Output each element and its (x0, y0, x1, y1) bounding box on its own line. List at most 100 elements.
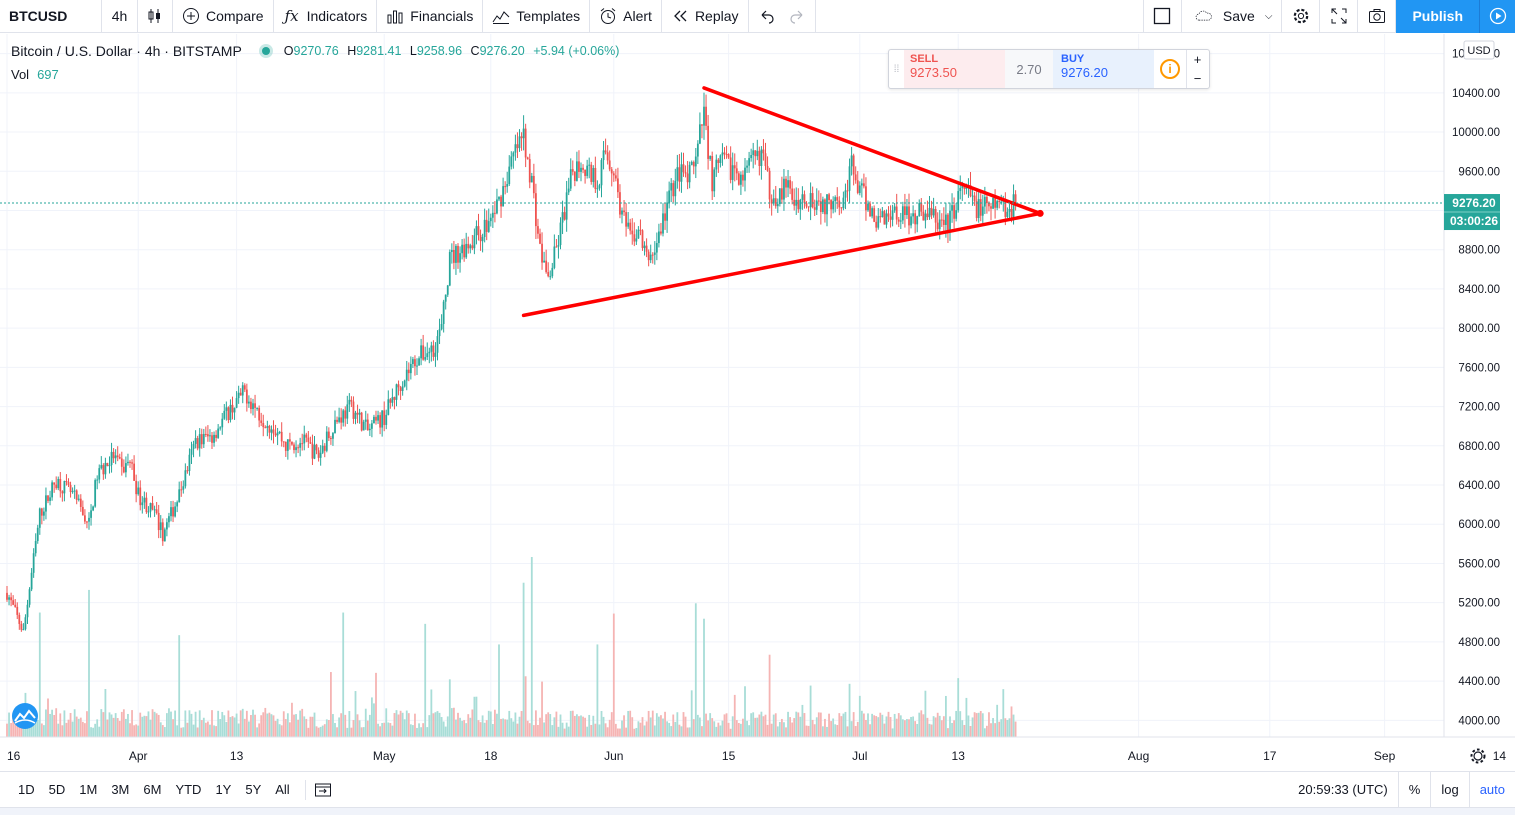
go-to-date-button[interactable] (314, 781, 332, 799)
price-tick-label: 6000.00 (1458, 519, 1500, 531)
volume-bar (742, 718, 744, 737)
candle-body (262, 422, 265, 428)
volume-bar (770, 723, 773, 737)
candle-body (264, 427, 267, 429)
financials-label: Financials (410, 8, 474, 24)
utc-clock[interactable]: 20:59:33 (UTC) (1298, 782, 1388, 797)
volume-bar (459, 717, 461, 737)
volume-bar (194, 711, 197, 737)
candle-body (268, 425, 271, 433)
fullscreen-button[interactable] (1320, 0, 1359, 33)
templates-button[interactable]: Templates (483, 0, 591, 33)
candle-body (211, 435, 213, 443)
candle-body (760, 149, 763, 166)
range-1m[interactable]: 1M (79, 782, 98, 797)
range-5y[interactable]: 5Y (245, 782, 262, 797)
volume-bar (344, 714, 347, 737)
volume-bar (315, 726, 318, 737)
volume-bar (625, 727, 627, 737)
candle-body (865, 186, 867, 211)
save-button[interactable]: Save ⌵ (1182, 0, 1283, 33)
volume-bar (879, 712, 882, 737)
range-1d[interactable]: 1D (18, 782, 35, 797)
candle-body (625, 212, 627, 227)
candle-body (461, 244, 463, 254)
candle-body (213, 434, 215, 443)
decrease-button[interactable]: − (1193, 71, 1202, 86)
log-scale-toggle[interactable]: log (1430, 771, 1468, 808)
time-tick-label: 17 (1263, 749, 1277, 763)
volume-bar (832, 718, 835, 737)
sell-button[interactable]: SELL 9273.50 (904, 50, 1005, 88)
candle-body (381, 410, 384, 428)
volume-bar (120, 711, 123, 737)
volume-bar (149, 719, 152, 737)
range-6m[interactable]: 6M (143, 782, 162, 797)
volume-bar (647, 710, 650, 737)
time-axis[interactable]: 16 Apr 13 May 18 Jun 15 Jul 13 Aug 17 Sep 14 (7, 749, 1506, 763)
range-ytd[interactable]: YTD (175, 782, 202, 797)
candle-body (163, 529, 166, 542)
time-axis-settings-icon[interactable] (1470, 748, 1486, 764)
candle-body (190, 448, 193, 455)
compare-button[interactable]: Compare (173, 0, 274, 33)
volume-bar (932, 716, 935, 737)
range-5d[interactable]: 5D (48, 782, 66, 797)
alert-button[interactable]: Alert (590, 0, 662, 33)
drag-handle-icon[interactable]: ⁞⁞ (893, 63, 900, 75)
candle-body (606, 152, 609, 161)
increase-button[interactable]: + (1193, 52, 1202, 67)
candle-body (731, 165, 734, 180)
buy-button[interactable]: BUY 9276.20 (1053, 50, 1154, 88)
price-chart[interactable]: 10800.0010400.0010000.009600.009200.0088… (0, 34, 1515, 770)
volume-bar (168, 708, 170, 737)
series-title[interactable]: Bitcoin / U.S. Dollar · 4h · BITSTAMP (11, 43, 242, 59)
volume-bar (986, 725, 988, 737)
candle-body (754, 150, 757, 157)
candle-body (375, 416, 377, 421)
snapshot-button[interactable] (1358, 0, 1397, 33)
volume-bar (342, 612, 345, 737)
candle-body (996, 200, 999, 208)
interval-button[interactable]: 4h (102, 0, 138, 33)
percent-scale-toggle[interactable]: % (1397, 771, 1431, 808)
symbol-search-button[interactable]: BTCUSD (0, 0, 102, 33)
undo-button[interactable] (749, 0, 782, 33)
chart-type-button[interactable] (138, 0, 173, 33)
volume-bar (305, 718, 308, 737)
volume-bar (270, 714, 273, 737)
redo-button[interactable] (782, 0, 816, 33)
range-all[interactable]: All (275, 782, 290, 797)
candle-body (889, 216, 892, 220)
range-3m[interactable]: 3M (111, 782, 130, 797)
layout-select-button[interactable] (1144, 0, 1182, 33)
volume-bar (252, 709, 254, 737)
volume-bar (893, 713, 896, 737)
candle-body (379, 415, 381, 428)
grid (0, 34, 1500, 737)
series-legend[interactable]: Bitcoin / U.S. Dollar · 4h · BITSTAMP O9… (11, 43, 624, 59)
triangle-drawing[interactable] (521, 86, 1044, 318)
candle-body (899, 220, 902, 222)
volume-legend[interactable]: Vol 697 (11, 67, 59, 82)
publish-button[interactable]: Publish (1396, 0, 1480, 33)
candle-body (547, 272, 550, 277)
candle-body (274, 433, 277, 436)
settings-button[interactable] (1282, 0, 1321, 33)
financials-button[interactable]: Financials (377, 0, 484, 33)
divider (304, 779, 306, 800)
candle-body (342, 410, 345, 423)
auto-scale-toggle[interactable]: auto (1468, 771, 1515, 808)
range-1y[interactable]: 1Y (215, 782, 232, 797)
candle-body (721, 152, 724, 156)
currency-badge[interactable]: USD (1463, 40, 1495, 60)
replay-button[interactable]: Replay (662, 0, 749, 33)
info-button[interactable]: i (1154, 50, 1186, 88)
volume-bar (500, 718, 502, 737)
indicators-button[interactable]: ƒx Indicators (274, 0, 378, 33)
tradingview-logo-icon[interactable] (12, 703, 38, 729)
candle-body (202, 433, 205, 445)
play-button[interactable] (1480, 0, 1515, 33)
volume-bar (549, 714, 552, 737)
candle-body (301, 443, 304, 445)
